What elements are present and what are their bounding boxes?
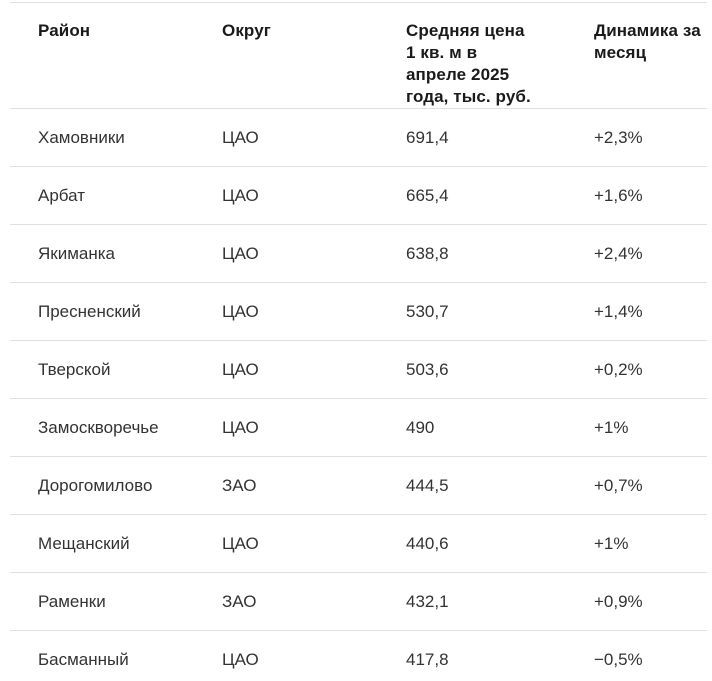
table-header-row: Район Округ Средняя цена 1 кв. м в апрел… bbox=[10, 3, 707, 109]
column-header-price: Средняя цена 1 кв. м в апреле 2025 года,… bbox=[406, 21, 531, 106]
column-header-district: Район bbox=[38, 21, 91, 40]
price-cell: 638,8 bbox=[406, 243, 449, 263]
table-row: Пресненский ЦАО 530,7 +1,4% bbox=[10, 283, 707, 341]
district-cell: Тверской bbox=[38, 359, 111, 379]
okrug-cell: ЦАО bbox=[222, 127, 259, 147]
table-row: Якиманка ЦАО 638,8 +2,4% bbox=[10, 225, 707, 283]
price-cell: 444,5 bbox=[406, 475, 449, 495]
table-row: Хамовники ЦАО 691,4 +2,3% bbox=[10, 109, 707, 167]
table-row: Тверской ЦАО 503,6 +0,2% bbox=[10, 341, 707, 399]
table-row: Мещанский ЦАО 440,6 +1% bbox=[10, 515, 707, 573]
okrug-cell: ЦАО bbox=[222, 243, 259, 263]
price-cell: 440,6 bbox=[406, 533, 449, 553]
table-row: Арбат ЦАО 665,4 +1,6% bbox=[10, 167, 707, 225]
dynamics-cell: +1% bbox=[594, 417, 629, 437]
okrug-cell: ЦАО bbox=[222, 185, 259, 205]
district-cell: Басманный bbox=[38, 650, 129, 669]
table-row: Раменки ЗАО 432,1 +0,9% bbox=[10, 573, 707, 631]
column-header-dynamics: Динамика за месяц bbox=[594, 21, 701, 62]
price-cell: 691,4 bbox=[406, 127, 449, 147]
table-row: Дорогомилово ЗАО 444,5 +0,7% bbox=[10, 457, 707, 515]
dynamics-cell: +0,2% bbox=[594, 359, 643, 379]
district-cell: Арбат bbox=[38, 185, 86, 205]
okrug-cell: ЗАО bbox=[222, 591, 257, 611]
dynamics-cell: +2,4% bbox=[594, 243, 643, 263]
dynamics-cell: +1% bbox=[594, 533, 629, 553]
price-cell: 490 bbox=[406, 417, 435, 437]
price-cell: 417,8 bbox=[406, 650, 449, 669]
price-cell: 432,1 bbox=[406, 591, 449, 611]
district-cell: Раменки bbox=[38, 591, 106, 611]
district-cell: Якиманка bbox=[38, 243, 116, 263]
dynamics-cell: +0,9% bbox=[594, 591, 643, 611]
price-cell: 665,4 bbox=[406, 185, 449, 205]
dynamics-cell: +0,7% bbox=[594, 475, 643, 495]
dynamics-cell: +2,3% bbox=[594, 127, 643, 147]
okrug-cell: ЦАО bbox=[222, 650, 259, 669]
okrug-cell: ЦАО bbox=[222, 417, 259, 437]
table-row: Замоскворечье ЦАО 490 +1% bbox=[10, 399, 707, 457]
districts-price-table: Район Округ Средняя цена 1 кв. м в апрел… bbox=[10, 2, 707, 681]
dynamics-cell: +1,6% bbox=[594, 185, 643, 205]
price-cell: 530,7 bbox=[406, 301, 449, 321]
okrug-cell: ЦАО bbox=[222, 301, 259, 321]
okrug-cell: ЦАО bbox=[222, 359, 259, 379]
table-row: Басманный ЦАО 417,8 −0,5% bbox=[10, 631, 707, 681]
okrug-cell: ЗАО bbox=[222, 475, 257, 495]
table-body: Хамовники ЦАО 691,4 +2,3% Арбат ЦАО 665,… bbox=[10, 109, 707, 681]
dynamics-cell: −0,5% bbox=[594, 650, 643, 669]
district-cell: Дорогомилово bbox=[38, 475, 153, 495]
district-cell: Замоскворечье bbox=[38, 417, 159, 437]
column-header-okrug: Округ bbox=[222, 21, 271, 40]
district-cell: Хамовники bbox=[38, 127, 125, 147]
dynamics-cell: +1,4% bbox=[594, 301, 643, 321]
price-cell: 503,6 bbox=[406, 359, 449, 379]
district-cell: Мещанский bbox=[38, 533, 130, 553]
okrug-cell: ЦАО bbox=[222, 533, 259, 553]
district-cell: Пресненский bbox=[38, 301, 141, 321]
